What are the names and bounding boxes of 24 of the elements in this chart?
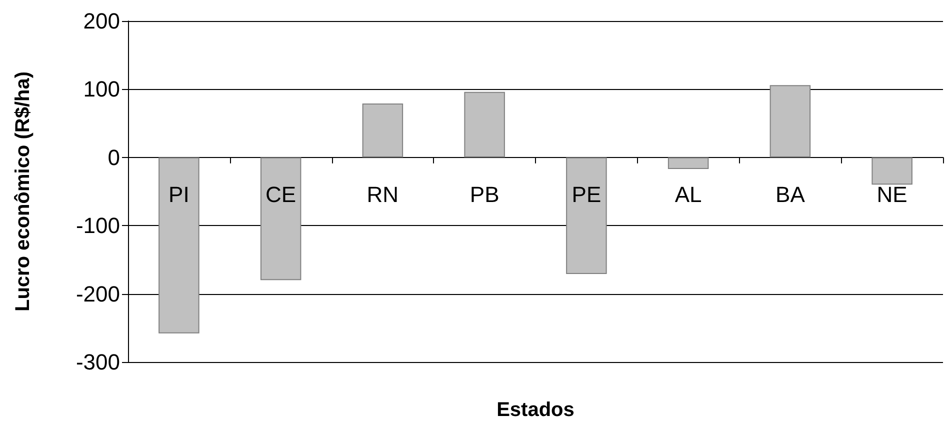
y-tick-label: -300: [76, 350, 120, 374]
x-tick-label: PE: [572, 182, 602, 207]
x-axis-title: Estados: [496, 399, 574, 421]
y-tick-label: -100: [76, 213, 120, 238]
x-tick-label: RN: [366, 182, 399, 207]
y-tick-label: 0: [108, 144, 120, 170]
x-tick-label: CE: [266, 182, 296, 207]
bar: [158, 157, 200, 334]
bar: [770, 85, 811, 158]
x-tick-label: NE: [876, 182, 908, 207]
y-tick-label: 100: [83, 76, 120, 102]
bar: [668, 157, 709, 169]
bar: [566, 157, 607, 274]
y-tick-label: 200: [83, 8, 120, 34]
bar: [362, 104, 404, 158]
x-tick-label: PI: [168, 182, 190, 207]
bar: [872, 157, 912, 185]
x-tick-label: BA: [776, 182, 806, 207]
bar: [260, 157, 302, 280]
y-axis-title: Lucro econômico (R$/ha): [12, 71, 34, 312]
x-tick-label: AL: [674, 182, 702, 207]
y-tick-label: -200: [76, 281, 120, 306]
x-tick-label: PB: [470, 182, 500, 207]
bar: [464, 92, 505, 158]
